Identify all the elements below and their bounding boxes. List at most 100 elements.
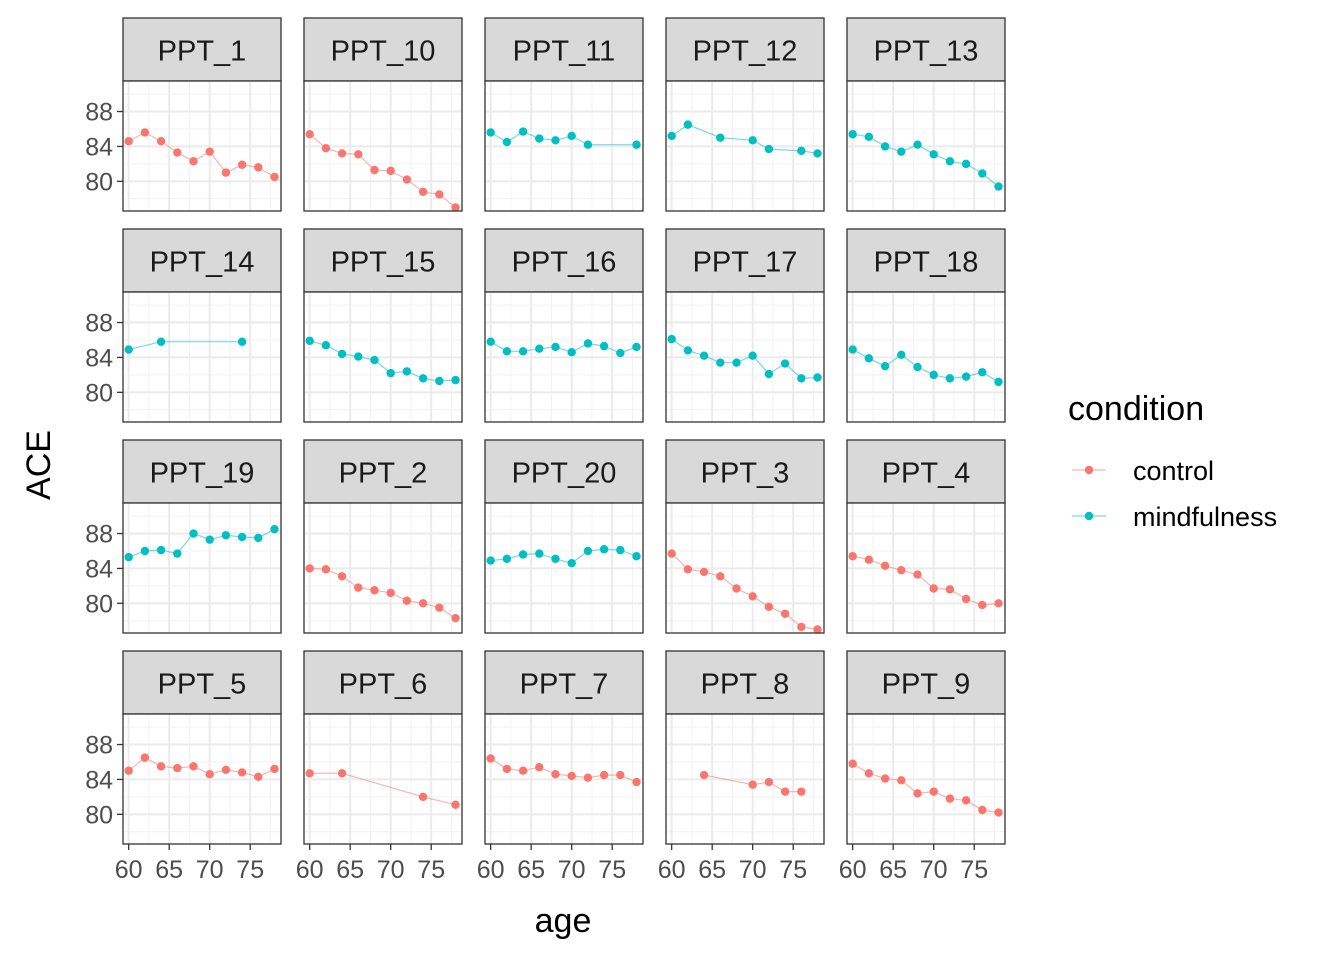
data-point: [897, 147, 906, 156]
data-point: [435, 190, 444, 199]
facet-strip-label: PPT_1: [158, 36, 247, 68]
panel-border: [484, 291, 644, 423]
data-point: [535, 763, 544, 772]
data-point: [451, 613, 460, 623]
data-point: [780, 359, 790, 368]
facet-panel: PPT_11: [484, 17, 644, 212]
facet-strip-label: PPT_20: [512, 458, 617, 490]
data-point: [632, 777, 641, 787]
facet-panel: PPT_12: [665, 17, 825, 212]
data-point: [451, 203, 460, 212]
facet-strip-label: PPT_15: [331, 247, 436, 279]
data-point: [402, 175, 412, 184]
data-point: [848, 552, 857, 561]
facet-strip: [484, 650, 644, 715]
legend: condition control mindfulness: [1068, 390, 1277, 532]
facet-panel: PPT_9 60 65 70 75: [839, 650, 1006, 884]
data-point: [337, 149, 347, 158]
data-point: [354, 583, 363, 592]
y-tick-label: 88: [85, 521, 113, 549]
facet-strip-label: PPT_8: [701, 669, 790, 701]
facet-strip: [484, 17, 644, 82]
data-point: [897, 350, 906, 360]
facet-strip-label: PPT_3: [701, 458, 790, 490]
facet-strip: [303, 17, 463, 82]
facet-strip: [484, 228, 644, 293]
panel-border: [846, 502, 1006, 634]
data-point: [797, 787, 806, 796]
data-point: [418, 792, 428, 802]
facet-strip: [846, 650, 1006, 715]
data-point: [237, 160, 247, 169]
panel-border: [303, 502, 463, 634]
data-point: [764, 369, 774, 379]
panel-border: [484, 502, 644, 634]
series-line: [852, 555, 999, 606]
legend-title: condition: [1068, 390, 1204, 428]
data-point: [237, 532, 247, 542]
data-point: [205, 770, 214, 779]
facet-panel: PPT_20: [484, 439, 644, 634]
data-point: [929, 150, 938, 159]
facet-strip: [665, 650, 825, 715]
data-point: [848, 345, 857, 354]
y-axis-title: ACE: [20, 430, 58, 500]
data-point: [337, 349, 347, 359]
data-point: [616, 545, 625, 555]
data-point: [683, 120, 693, 129]
facet-strip-label: PPT_13: [874, 36, 979, 68]
facet-strip: [303, 228, 463, 293]
data-point: [994, 377, 1003, 387]
facet-panel: PPT_10: [303, 17, 463, 212]
data-point: [140, 753, 150, 762]
series-line: [309, 772, 456, 806]
data-point: [370, 165, 379, 175]
x-tick-label: 65: [155, 856, 183, 884]
facet-panel: PPT_8 60 65 70 75: [658, 650, 825, 884]
data-point: [732, 584, 741, 593]
data-point: [699, 351, 709, 360]
data-point: [880, 361, 890, 371]
data-point: [124, 345, 133, 354]
data-point: [616, 348, 625, 358]
data-point: [716, 358, 725, 367]
legend-key: mindfulness: [1072, 502, 1277, 532]
x-tick-label: 70: [196, 856, 224, 884]
y-tick-label: 84: [85, 555, 113, 583]
data-point: [716, 572, 725, 581]
data-point: [732, 358, 741, 367]
data-point: [632, 342, 641, 352]
data-point: [716, 133, 725, 142]
data-point: [978, 169, 987, 178]
y-tick-label: 84: [85, 344, 113, 372]
data-point: [913, 789, 922, 798]
data-point: [518, 347, 528, 356]
x-tick-label: 70: [920, 856, 948, 884]
data-point: [848, 130, 857, 139]
data-point: [486, 556, 495, 565]
facet-strip-label: PPT_4: [882, 458, 971, 490]
data-point: [451, 800, 460, 809]
facet-strip: [665, 228, 825, 293]
x-tick-label: 70: [377, 856, 405, 884]
data-point: [748, 136, 757, 145]
data-point: [945, 585, 955, 594]
data-point: [156, 545, 166, 555]
legend-key-point: [1084, 465, 1094, 475]
series-line: [490, 757, 637, 783]
data-point: [567, 771, 576, 781]
data-point: [254, 772, 263, 782]
data-point: [797, 146, 806, 155]
data-point: [764, 602, 774, 612]
x-tick-label: 60: [115, 856, 143, 884]
series-line: [671, 338, 818, 380]
series-line: [128, 528, 275, 558]
data-point: [305, 564, 314, 573]
y-tick-label: 80: [85, 590, 113, 618]
data-point: [535, 549, 544, 558]
facet-panel: PPT_2: [303, 439, 463, 634]
facet-panel: PPT_3: [665, 439, 825, 634]
facet-panel: PPT_15: [303, 228, 463, 423]
data-point: [551, 136, 560, 145]
